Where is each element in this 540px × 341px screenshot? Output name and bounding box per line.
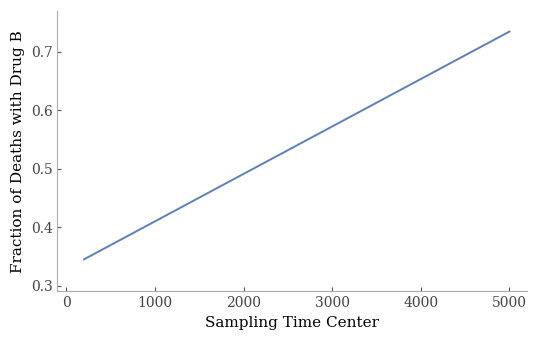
Y-axis label: Fraction of Deaths with Drug B: Fraction of Deaths with Drug B xyxy=(11,30,25,273)
X-axis label: Sampling Time Center: Sampling Time Center xyxy=(205,316,379,330)
